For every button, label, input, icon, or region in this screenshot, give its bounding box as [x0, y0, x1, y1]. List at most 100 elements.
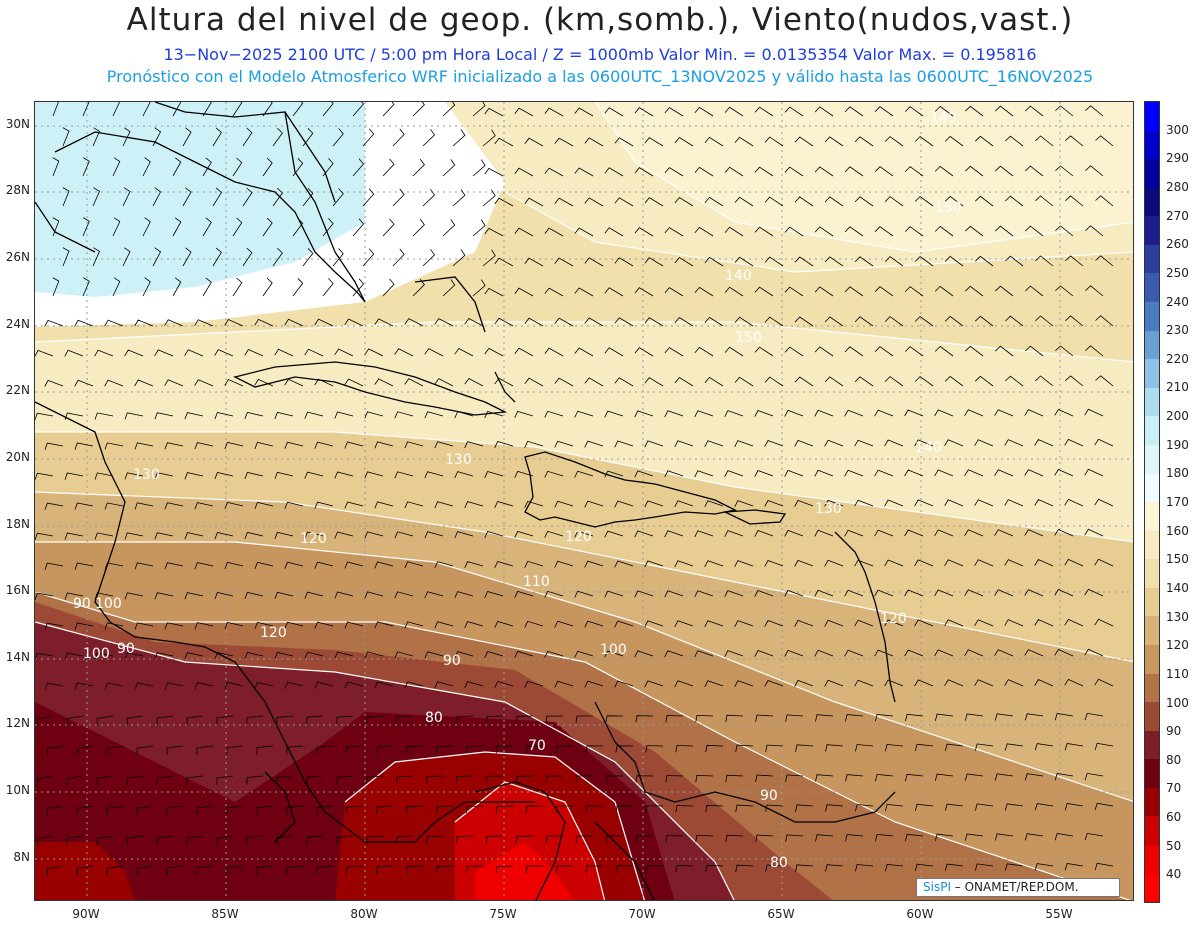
contour-label: 90 — [443, 653, 461, 669]
lat-label: 12N — [5, 716, 30, 730]
color-scale-bar — [1144, 101, 1160, 903]
lat-label: 28N — [5, 183, 30, 197]
geopotential-shading — [35, 102, 1133, 900]
lon-label: 65W — [767, 907, 795, 921]
color-scale-label: 290 — [1166, 151, 1189, 166]
color-scale-segment — [1145, 587, 1159, 617]
color-scale-segment — [1145, 644, 1159, 674]
color-scale-label: 130 — [1166, 609, 1189, 624]
color-scale-label: 150 — [1166, 552, 1189, 567]
color-scale-label: 170 — [1166, 495, 1189, 509]
lon-label: 70W — [628, 907, 656, 921]
lat-label: 22N — [5, 383, 30, 397]
color-scale-label: 280 — [1166, 179, 1189, 194]
color-scale-segment — [1145, 102, 1159, 131]
contour-label: 100 — [83, 646, 110, 662]
color-scale-label: 300 — [1166, 122, 1189, 137]
contour-lines — [35, 102, 1133, 900]
lat-label: 30N — [5, 117, 30, 131]
color-scale-segment — [1145, 502, 1159, 531]
model-run-subtitle: Pronóstico con el Modelo Atmosferico WRF… — [106, 67, 1094, 86]
color-scale-segment — [1145, 187, 1159, 217]
color-scale-segment — [1145, 444, 1159, 474]
color-scale-segment — [1145, 530, 1159, 560]
wind-barbs — [35, 102, 1114, 876]
color-scale-segment — [1145, 787, 1159, 817]
color-scale-segment — [1145, 416, 1159, 445]
lat-label: 8N — [13, 850, 30, 864]
contour-label: 110 — [523, 574, 550, 590]
color-scale-label: 200 — [1166, 409, 1189, 424]
color-scale-label: 70 — [1166, 781, 1182, 796]
color-scale-label: 60 — [1166, 810, 1182, 825]
color-scale-segment — [1145, 130, 1159, 160]
contour-label: 100 — [95, 596, 122, 612]
lat-label: 16N — [5, 583, 30, 597]
color-scale-label: 160 — [1166, 523, 1189, 538]
contour-labels: 1401501501401401301301201301201201101009… — [73, 110, 962, 871]
color-scale-segment — [1145, 330, 1159, 360]
contour-label: 130 — [815, 501, 842, 517]
contour-label: 100 — [600, 642, 627, 658]
sispi-logo: SisPI — [923, 880, 951, 894]
color-scale-segment — [1145, 244, 1159, 274]
contour-label: 130 — [133, 467, 160, 483]
color-scale-segment — [1145, 159, 1159, 188]
color-scale-segment — [1145, 273, 1159, 303]
color-scale-segment — [1145, 216, 1159, 245]
contour-label: 120 — [880, 611, 907, 627]
credit-box: SisPI – ONAMET/REP.DOM. — [916, 878, 1120, 897]
contour-label: 80 — [425, 710, 443, 726]
color-scale-segment — [1145, 616, 1159, 645]
lat-label: 26N — [5, 250, 30, 264]
contour-label: 90 — [117, 641, 135, 657]
color-scale-label: 260 — [1166, 237, 1189, 252]
contour-label: 150 — [935, 200, 962, 216]
color-scale-segment — [1145, 473, 1159, 503]
color-scale-label: 190 — [1166, 437, 1189, 452]
color-scale-label: 210 — [1166, 380, 1189, 395]
weather-map: 140 150 150 140 140 130 130 120 130 120 120 110 100 9… — [34, 101, 1134, 901]
lat-label: 20N — [5, 450, 30, 464]
color-scale-label: 110 — [1166, 666, 1189, 681]
contour-label: 120 — [300, 531, 327, 547]
lat-label: 18N — [5, 517, 30, 531]
color-scale-segment — [1145, 873, 1159, 903]
contour-label: 80 — [770, 855, 788, 871]
valid-time-subtitle: 13−Nov−2025 2100 UTC / 5:00 pm Hora Loca… — [163, 45, 1037, 64]
color-scale-label: 40 — [1166, 867, 1182, 882]
color-scale-segment — [1145, 387, 1159, 417]
contour-label: 150 — [735, 330, 762, 346]
map-title: Altura del nivel de geop. (km,somb.), Vi… — [126, 2, 1074, 38]
color-scale-segment — [1145, 673, 1159, 703]
contour-label: 70 — [528, 738, 546, 754]
contour-label: 140 — [725, 268, 752, 284]
color-scale-label: 220 — [1166, 351, 1189, 366]
contour-label: 120 — [565, 529, 592, 545]
contour-label: 120 — [260, 625, 287, 641]
lat-label: 10N — [5, 783, 30, 797]
color-scale-segment — [1145, 730, 1159, 760]
color-scale-label: 80 — [1166, 752, 1182, 767]
color-scale-label: 50 — [1166, 838, 1182, 853]
color-scale-label: 230 — [1166, 323, 1189, 338]
contour-label: 130 — [445, 452, 472, 468]
contour-label: 90 — [73, 596, 91, 612]
lon-label: 60W — [906, 907, 934, 921]
lon-label: 85W — [211, 907, 239, 921]
contour-label: 90 — [760, 788, 778, 804]
contour-label: 140 — [930, 110, 957, 126]
color-scale-label: 240 — [1166, 294, 1189, 309]
contour-label: 140 — [915, 440, 942, 456]
color-scale-label: 120 — [1166, 638, 1189, 653]
lat-lon-grid — [35, 102, 1133, 900]
wind-barb-field — [35, 102, 1114, 876]
color-scale-segment — [1145, 759, 1159, 788]
color-scale-label: 270 — [1166, 208, 1189, 223]
lat-label: 24N — [5, 317, 30, 331]
color-scale-label: 90 — [1166, 724, 1182, 739]
color-scale-segment — [1145, 302, 1159, 331]
color-scale-segment — [1145, 816, 1159, 846]
lon-label: 55W — [1045, 907, 1073, 921]
lon-label: 75W — [489, 907, 517, 921]
